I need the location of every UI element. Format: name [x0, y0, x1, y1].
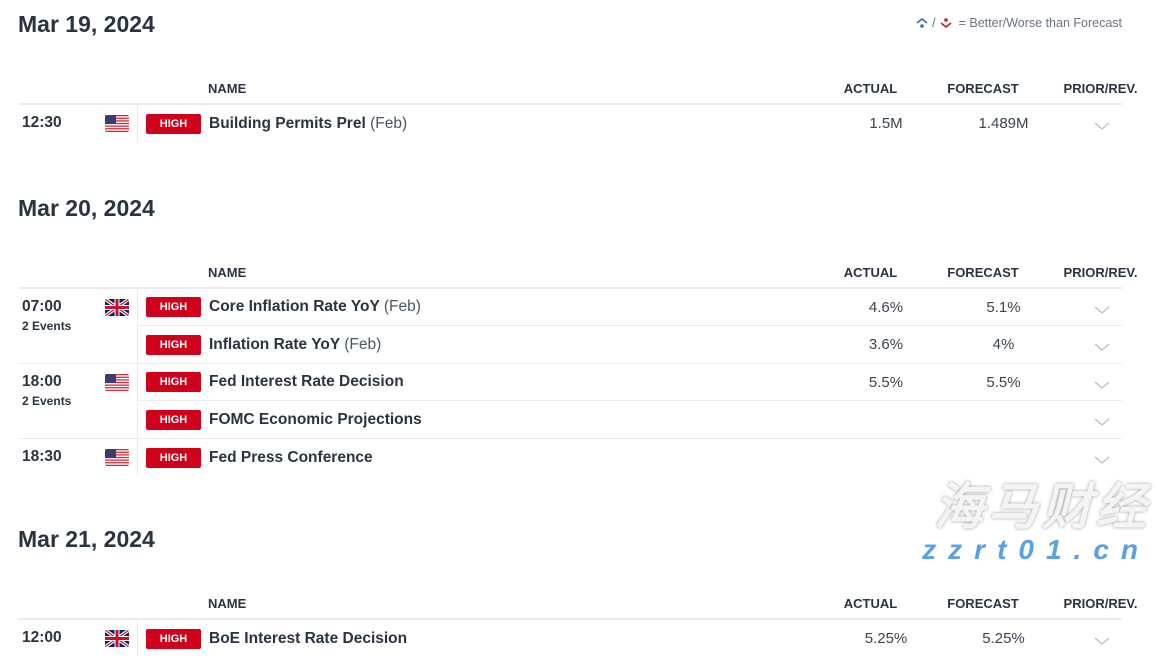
event-name[interactable]: Core Inflation Rate YoY (Feb): [201, 298, 701, 316]
time-group: 07:00 2 Events HIGH Core Inflation Rate YoY…: [18, 289, 1122, 364]
event-period: (Feb): [344, 335, 382, 353]
date-heading: Mar 19, 2024: [18, 11, 155, 37]
table-row[interactable]: HIGH BoE Interest Rate Decision 5.25% 5.25%: [138, 620, 1122, 657]
chevron-down-icon[interactable]: [1081, 300, 1122, 315]
event-name[interactable]: Inflation Rate YoY (Feb): [201, 336, 701, 354]
us-flag-icon: [105, 374, 129, 391]
col-actual: ACTUAL: [843, 264, 898, 280]
col-forecast: FORECAST: [947, 595, 1019, 611]
date-section: Mar 20, 2024 NAME ACTUAL FORECAST PRIOR/REV.…: [18, 184, 1137, 476]
better-icon: [916, 17, 928, 28]
events-table: 12:00 HIGH BoE Interest Rate Decision 5.25%…: [18, 620, 1122, 657]
table-row[interactable]: HIGH Core Inflation Rate YoY (Feb) 4.6% 5.1…: [138, 289, 1122, 326]
col-actual: ACTUAL: [843, 595, 898, 611]
event-time: 07:00: [22, 298, 62, 315]
col-name: NAME: [208, 80, 247, 96]
time-group: 18:00 2 Events HIGH Fed Interest Rate Decis…: [18, 364, 1122, 439]
event-name[interactable]: Fed Press Conference: [201, 449, 701, 467]
forecast-value: 3.6%: [868, 336, 904, 353]
forecast-value: 5.5%: [868, 373, 904, 391]
table-row[interactable]: HIGH Inflation Rate YoY (Feb) 3.6% 4%: [138, 326, 1122, 363]
event-name[interactable]: Building Permits Prel (Feb): [201, 115, 701, 133]
chevron-down-icon[interactable]: [1081, 375, 1122, 390]
col-name: NAME: [208, 595, 247, 611]
event-count: 2 Events: [22, 394, 72, 408]
impact-badge: HIGH: [146, 409, 201, 430]
chevron-down-icon[interactable]: [1081, 116, 1122, 131]
column-header: NAME ACTUAL FORECAST PRIOR/REV.: [18, 588, 1137, 620]
impact-badge: HIGH: [146, 447, 201, 468]
event-title: Fed Interest Rate Decision: [209, 373, 404, 390]
time-group: 18:30 HIGH Fed Press Conference: [18, 439, 1122, 476]
event-time: 12:00: [22, 629, 62, 646]
event-name[interactable]: FOMC Economic Projections: [201, 411, 701, 429]
column-header: NAME ACTUAL FORECAST PRIOR/REV.: [18, 73, 1137, 105]
prior-value: 1.489M: [978, 115, 1029, 132]
worse-icon: [940, 18, 952, 29]
event-title: FOMC Economic Projections: [209, 410, 422, 428]
impact-badge: HIGH: [146, 334, 201, 355]
chevron-down-icon[interactable]: [1081, 337, 1122, 352]
date-section: Mar 19, 2024 /= Better/Worse than Forecas…: [18, 0, 1137, 142]
impact-badge: HIGH: [146, 628, 201, 649]
column-header: NAME ACTUAL FORECAST PRIOR/REV.: [18, 257, 1137, 289]
prior-value: 5.5%: [986, 373, 1021, 391]
chevron-down-icon[interactable]: [1081, 631, 1122, 646]
event-count: 2 Events: [22, 319, 72, 333]
col-forecast: FORECAST: [947, 80, 1019, 96]
event-title: Core Inflation Rate YoY: [209, 298, 380, 315]
events-table: 07:00 2 Events HIGH Core Inflation Rate YoY…: [18, 289, 1122, 476]
prior-value: 5.1%: [986, 298, 1021, 316]
event-time: 12:30: [22, 114, 62, 131]
event-time: 18:00: [22, 373, 62, 390]
event-period: (Feb): [370, 114, 408, 132]
table-row[interactable]: HIGH Fed Interest Rate Decision 5.5% 5.5%: [138, 364, 1122, 401]
forecast-value: 4.6%: [868, 298, 904, 316]
date-heading: Mar 20, 2024: [18, 195, 155, 221]
impact-badge: HIGH: [146, 372, 201, 392]
impact-badge: HIGH: [146, 113, 201, 134]
col-prior: PRIOR/REV.: [1063, 595, 1138, 611]
event-time: 18:30: [22, 448, 62, 465]
forecast-value: 1.5M: [869, 115, 903, 132]
uk-flag-icon: [105, 299, 129, 316]
legend-text: = Better/Worse than Forecast: [958, 16, 1122, 30]
event-title: BoE Interest Rate Decision: [209, 629, 408, 647]
table-row[interactable]: HIGH Fed Press Conference: [138, 439, 1122, 476]
event-name[interactable]: BoE Interest Rate Decision: [201, 630, 701, 648]
table-row[interactable]: HIGH Building Permits Prel (Feb) 1.5M 1.489…: [138, 105, 1122, 142]
table-row[interactable]: HIGH FOMC Economic Projections: [138, 401, 1122, 438]
col-prior: PRIOR/REV.: [1063, 264, 1138, 280]
legend: / = Better/Worse than Forecast: [915, 16, 1122, 30]
event-title: Building Permits Prel: [209, 114, 366, 132]
forecast-value: 5.25%: [864, 630, 908, 647]
event-title: Fed Press Conference: [209, 448, 373, 466]
event-period: (Feb): [383, 298, 421, 315]
uk-flag-icon: [105, 630, 129, 647]
col-forecast: FORECAST: [947, 264, 1019, 280]
time-group: 12:00 HIGH BoE Interest Rate Decision 5.25%…: [18, 620, 1122, 657]
us-flag-icon: [105, 449, 129, 466]
col-prior: PRIOR/REV.: [1063, 80, 1138, 96]
event-name[interactable]: Fed Interest Rate Decision: [201, 373, 701, 391]
time-group: 12:30 HIGH Building Permits Prel (Feb) 1.5M…: [18, 105, 1122, 142]
prior-value: 5.25%: [982, 630, 1025, 647]
chevron-down-icon[interactable]: [1081, 412, 1122, 427]
chevron-down-icon[interactable]: [1081, 450, 1122, 465]
prior-value: 4%: [992, 336, 1015, 353]
event-title: Inflation Rate YoY: [209, 335, 340, 353]
date-section: Mar 21, 2024 NAME ACTUAL FORECAST PRIOR/REV.…: [18, 515, 1137, 657]
col-actual: ACTUAL: [843, 80, 898, 96]
impact-badge: HIGH: [146, 297, 201, 317]
col-name: NAME: [208, 264, 247, 280]
events-table: 12:30 HIGH Building Permits Prel (Feb) 1.5M…: [18, 105, 1122, 142]
us-flag-icon: [105, 115, 129, 132]
date-heading: Mar 21, 2024: [18, 526, 155, 552]
